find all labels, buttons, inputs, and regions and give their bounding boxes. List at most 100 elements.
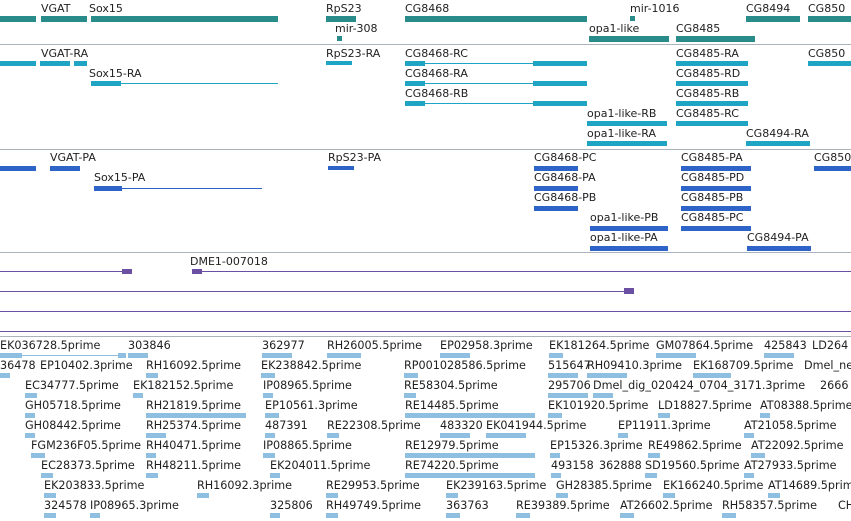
- est-glyph[interactable]: [440, 353, 470, 358]
- est-glyph[interactable]: [263, 453, 275, 458]
- est-label[interactable]: 425843: [764, 339, 807, 352]
- est-label[interactable]: 487391: [265, 419, 308, 432]
- est-label[interactable]: 36478: [0, 359, 36, 372]
- est-glyph[interactable]: [446, 493, 458, 498]
- transcript-glyph[interactable]: [0, 61, 36, 66]
- est-label[interactable]: LD18827.5prime: [658, 399, 752, 412]
- protein-label-rps23-pa[interactable]: RpS23-PA: [328, 151, 382, 164]
- est-label[interactable]: EK166240.5prime: [663, 479, 764, 492]
- est-glyph[interactable]: [516, 513, 530, 518]
- est-label[interactable]: EK181264.5prime: [549, 339, 650, 352]
- transcript-glyph[interactable]: [74, 61, 87, 66]
- gene-glyph-cg8485[interactable]: [676, 36, 755, 42]
- protein-glyph[interactable]: [94, 186, 122, 191]
- transcript-label-cg850[interactable]: CG850: [808, 47, 846, 60]
- protein-label-cg8468-pc[interactable]: CG8468-PC: [534, 151, 597, 164]
- est-glyph[interactable]: [44, 513, 56, 518]
- est-glyph[interactable]: [405, 453, 535, 458]
- est-glyph[interactable]: [446, 513, 460, 518]
- protein-glyph[interactable]: [814, 166, 851, 171]
- gene-glyph-mir308[interactable]: [337, 36, 342, 41]
- est-glyph[interactable]: [587, 373, 627, 378]
- est-glyph[interactable]: [548, 373, 578, 378]
- transcript-glyph[interactable]: [808, 61, 851, 66]
- transcript-label-opa1like-ra[interactable]: opa1-like-RA: [587, 127, 656, 140]
- est-glyph[interactable]: [25, 393, 37, 398]
- protein-label-opa1like-pb[interactable]: opa1-like-PB: [590, 211, 659, 224]
- est-label[interactable]: 515647: [548, 359, 591, 372]
- protein-glyph[interactable]: [681, 226, 751, 231]
- est-glyph[interactable]: [41, 473, 53, 478]
- est-label[interactable]: 362888: [599, 459, 642, 472]
- protein-glyph[interactable]: [681, 166, 751, 171]
- est-glyph[interactable]: [263, 393, 273, 398]
- protein-glyph[interactable]: [50, 166, 80, 171]
- est-glyph[interactable]: [118, 353, 126, 358]
- est-glyph[interactable]: [760, 413, 770, 418]
- est-label[interactable]: RH58357.5prime: [722, 499, 818, 512]
- transcript-label-vgat-ra[interactable]: VGAT-RA: [41, 47, 89, 60]
- transcript-glyph[interactable]: [587, 141, 667, 146]
- est-glyph[interactable]: [31, 453, 45, 458]
- transcript-label-cg8485-rd[interactable]: CG8485-RD: [676, 67, 741, 80]
- protein-glyph[interactable]: [681, 186, 751, 191]
- est-glyph[interactable]: [327, 353, 361, 358]
- transcript-glyph[interactable]: [676, 121, 748, 126]
- est-glyph[interactable]: [146, 373, 158, 378]
- est-glyph[interactable]: [146, 453, 156, 458]
- est-glyph[interactable]: [128, 353, 148, 358]
- est-glyph[interactable]: [326, 513, 338, 518]
- est-glyph[interactable]: [548, 413, 562, 418]
- gene-glyph-cg8494[interactable]: [746, 16, 800, 22]
- transcript-label-cg8468-rb[interactable]: CG8468-RB: [405, 87, 469, 100]
- est-label[interactable]: RE74220.5prime: [405, 459, 499, 472]
- est-label[interactable]: GH08442.5prime: [25, 419, 121, 432]
- est-label[interactable]: EK203833.5prime: [44, 479, 145, 492]
- est-glyph[interactable]: [486, 433, 526, 438]
- transcript-label-rps23-ra[interactable]: RpS23-RA: [326, 47, 381, 60]
- est-glyph[interactable]: [593, 393, 613, 398]
- transcript-label-sox15-ra[interactable]: Sox15-RA: [89, 67, 142, 80]
- protein-label-cg8485-pd[interactable]: CG8485-PD: [681, 171, 745, 184]
- gene-label-opa1like[interactable]: opa1-like: [589, 22, 640, 35]
- est-label[interactable]: GM07864.5prime: [656, 339, 754, 352]
- est-glyph[interactable]: [548, 393, 588, 398]
- est-label[interactable]: IP08865.5prime: [263, 439, 352, 452]
- transcript-label-cg8485-rb[interactable]: CG8485-RB: [676, 87, 740, 100]
- protein-glyph[interactable]: [534, 206, 578, 211]
- gene-label-rps23[interactable]: RpS23: [326, 2, 362, 15]
- gene-label-cg8485[interactable]: CG8485: [676, 22, 721, 35]
- est-label[interactable]: RE58304.5prime: [404, 379, 498, 392]
- gene-label-cg8494[interactable]: CG8494: [746, 2, 791, 15]
- est-glyph[interactable]: [0, 373, 10, 378]
- transcript-label-cg8485-rc[interactable]: CG8485-RC: [676, 107, 739, 120]
- est-glyph[interactable]: [265, 413, 279, 418]
- est-label[interactable]: RH48211.5prime: [146, 459, 242, 472]
- protein-glyph[interactable]: [328, 166, 354, 170]
- est-label[interactable]: RH49749.5prime: [326, 499, 422, 512]
- est-glyph[interactable]: [25, 413, 35, 418]
- est-glyph[interactable]: [744, 433, 754, 438]
- est-label[interactable]: AT14689.5prime: [768, 479, 851, 492]
- est-label[interactable]: 324578: [44, 499, 87, 512]
- est-label[interactable]: 363763: [446, 499, 489, 512]
- est-glyph[interactable]: [270, 513, 280, 518]
- est-label[interactable]: CH: [838, 499, 851, 512]
- protein-label-cg8485-pb[interactable]: CG8485-PB: [681, 191, 744, 204]
- est-label[interactable]: RH25374.5prime: [146, 419, 242, 432]
- est-glyph[interactable]: [265, 433, 275, 438]
- gene-label-cg8468[interactable]: CG8468: [405, 2, 450, 15]
- repeat-glyph[interactable]: [122, 269, 132, 274]
- protein-label-cg8468-pb[interactable]: CG8468-PB: [534, 191, 597, 204]
- est-label[interactable]: EK204011.5prime: [270, 459, 371, 472]
- protein-label-cg8485-pc[interactable]: CG8485-PC: [681, 211, 744, 224]
- gene-label-mir1016[interactable]: mir-1016: [630, 2, 680, 15]
- gene-glyph-left[interactable]: [0, 16, 36, 22]
- transcript-glyph[interactable]: [405, 101, 425, 106]
- gene-glyph-cg850[interactable]: [808, 16, 851, 22]
- est-label[interactable]: EC34777.5prime: [25, 379, 119, 392]
- est-label[interactable]: RE29953.5prime: [326, 479, 420, 492]
- est-glyph[interactable]: [768, 493, 780, 498]
- est-glyph[interactable]: [751, 453, 765, 458]
- est-glyph[interactable]: [261, 373, 275, 378]
